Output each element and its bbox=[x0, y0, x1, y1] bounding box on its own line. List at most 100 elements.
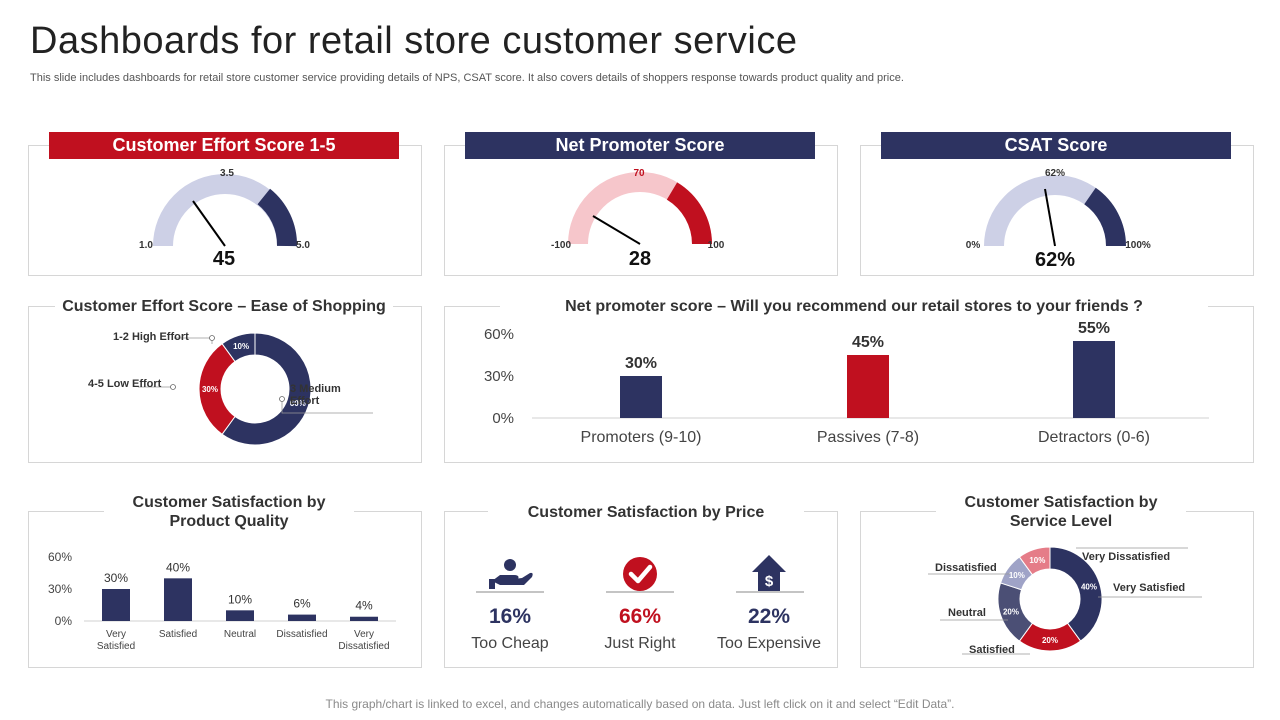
nps-gauge: 70 -100 100 28 bbox=[551, 168, 725, 270]
ease-high-effort-label: 1-2 High Effort bbox=[113, 331, 189, 343]
price-too-expensive-label: Too Expensive bbox=[716, 635, 822, 652]
quality-value-label: 40% bbox=[166, 560, 190, 574]
service-title: Customer Satisfaction by Service Level bbox=[936, 493, 1186, 531]
ces-gauge-needle bbox=[192, 200, 226, 247]
price-too-cheap-pct: 16% bbox=[488, 605, 532, 628]
price-title: Customer Satisfaction by Price bbox=[488, 503, 804, 522]
quality-bar-chart: 0%30%60%30%VerySatisfied40%Satisfied10%N… bbox=[48, 550, 396, 652]
price-too-expensive-pct: 22% bbox=[747, 605, 791, 628]
quality-bar bbox=[288, 614, 316, 621]
nps-gauge-needle bbox=[592, 215, 641, 245]
price-item-too-expensive: 22% Too Expensive bbox=[709, 605, 829, 653]
ease-of-shopping-title: Customer Effort Score – Ease of Shopping bbox=[55, 297, 393, 316]
rec-value-label: 45% bbox=[852, 334, 884, 351]
ease-slice-1-2-high-effort bbox=[221, 332, 256, 363]
csat-gauge-max-label: 100% bbox=[1125, 240, 1151, 251]
service-donut-group: 40% 20% 20% 10% 10% bbox=[997, 546, 1103, 652]
csat-gauge: 62% 0% 100% 62% bbox=[966, 168, 1151, 271]
quality-category-label: Dissatisfied bbox=[338, 641, 389, 652]
rec-bar bbox=[1073, 341, 1115, 418]
ease-high-effort-marker bbox=[209, 335, 215, 341]
ces-gauge-max-label: 5.0 bbox=[296, 240, 310, 251]
service-slice-label-satisfied: 20% bbox=[1042, 636, 1058, 645]
ease-low-effort-label: 4-5 Low Effort bbox=[88, 378, 162, 390]
service-slice-label-very-satisfied: 40% bbox=[1081, 582, 1097, 591]
rec-bar bbox=[620, 376, 662, 418]
ces-gauge-panel bbox=[28, 145, 422, 276]
service-neutral-label: Neutral bbox=[948, 607, 986, 619]
nps-gauge-min-label: -100 bbox=[551, 240, 571, 251]
service-donut-chart: 40% 20% 20% 10% 10% Very Dissatisfied Very S… bbox=[928, 546, 1202, 656]
quality-bar bbox=[102, 589, 130, 621]
service-very-satisfied-label: Very Satisfied bbox=[1113, 582, 1185, 594]
quality-value-label: 6% bbox=[293, 597, 311, 611]
quality-category-label: Neutral bbox=[224, 629, 256, 640]
price-item-just-right: 66% Just Right bbox=[580, 605, 700, 653]
csat-gauge-end-segment bbox=[1083, 187, 1127, 247]
hand-coin-icon bbox=[489, 559, 533, 589]
service-slice-label-dissatisfied: 10% bbox=[1009, 571, 1025, 580]
service-very-dissatisfied-label: Very Dissatisfied bbox=[1082, 551, 1170, 563]
rec-value-label: 55% bbox=[1078, 320, 1110, 337]
quality-category-label: Satisfied bbox=[97, 641, 135, 652]
price-too-cheap-label: Too Cheap bbox=[471, 635, 549, 652]
nps-gauge-max-label: 100 bbox=[708, 240, 725, 251]
ces-gauge: 3.5 1.0 5.0 45 bbox=[139, 168, 310, 270]
quality-value-label: 4% bbox=[355, 599, 373, 613]
quality-title: Customer Satisfaction by Product Quality bbox=[104, 493, 354, 531]
recommend-bar-chart: 0% 30% 60% 30% Promoters (9-10) 45% Passives (… bbox=[484, 320, 1209, 446]
rec-category-label: Passives (7-8) bbox=[817, 429, 919, 446]
rec-ytick: 0% bbox=[492, 410, 514, 427]
ease-slice-3-medium-effort bbox=[221, 332, 312, 446]
quality-title-line1: Customer Satisfaction by bbox=[132, 494, 326, 511]
nps-gauge-top-label: 70 bbox=[633, 168, 645, 179]
ease-medium-effort-leader bbox=[281, 399, 373, 414]
nps-gauge-header: Net Promoter Score bbox=[465, 132, 815, 159]
price-just-right-pct: 66% bbox=[618, 605, 662, 628]
rec-category-label: Detractors (0-6) bbox=[1038, 429, 1150, 446]
page-subtitle: This slide includes dashboards for retai… bbox=[30, 72, 904, 84]
quality-category-label: Very bbox=[354, 629, 374, 640]
ease-slice-label-1-2-high-effort: 10% bbox=[233, 342, 249, 351]
ease-slice-label-4-5-low-effort: 30% bbox=[202, 385, 218, 394]
service-slice-very-dissatisfied bbox=[1018, 546, 1051, 576]
quality-ytick: 0% bbox=[55, 614, 73, 628]
recommend-title: Net promoter score – Will you recommend … bbox=[500, 297, 1208, 316]
ease-medium-effort-label-line2: Effort bbox=[290, 395, 320, 407]
service-title-line2: Service Level bbox=[1009, 513, 1113, 530]
dollar-arrow-up-icon: $ bbox=[752, 555, 786, 591]
csat-gauge-needle bbox=[1044, 188, 1056, 247]
nps-gauge-value: 28 bbox=[629, 248, 651, 270]
service-slice-label-neutral: 20% bbox=[1003, 608, 1019, 617]
nps-gauge-panel bbox=[444, 145, 838, 276]
ces-gauge-value: 45 bbox=[213, 248, 235, 270]
rec-value-label: 30% bbox=[625, 355, 657, 372]
price-just-right-label: Just Right bbox=[604, 635, 676, 652]
rec-bar bbox=[847, 355, 889, 418]
rec-ytick: 30% bbox=[484, 368, 514, 385]
svg-text:$: $ bbox=[765, 573, 774, 590]
quality-value-label: 30% bbox=[104, 571, 128, 585]
price-item-too-cheap: 16% Too Cheap bbox=[450, 605, 570, 653]
ease-donut-group: 60% 30% 10% bbox=[198, 332, 312, 446]
check-circle-icon bbox=[623, 557, 657, 591]
ces-gauge-end-segment bbox=[257, 188, 297, 247]
quality-category-label: Very bbox=[106, 629, 126, 640]
ease-low-effort-marker bbox=[170, 384, 176, 390]
footer-note: This graph/chart is linked to excel, and… bbox=[325, 697, 955, 711]
quality-bar bbox=[350, 616, 378, 621]
quality-category-label: Satisfied bbox=[159, 629, 197, 640]
ease-of-shopping-chart: 60% 30% 10% 1-2 High Effort 4-5 Low Effort… bbox=[88, 331, 373, 446]
ease-medium-effort-marker bbox=[279, 396, 285, 402]
service-title-line1: Customer Satisfaction by bbox=[964, 494, 1158, 511]
quality-ytick: 30% bbox=[48, 582, 72, 596]
quality-value-label: 10% bbox=[228, 592, 252, 606]
csat-gauge-top-label: 62% bbox=[1045, 168, 1065, 179]
service-slice-very-satisfied bbox=[1049, 546, 1103, 642]
quality-category-label: Dissatisfied bbox=[276, 629, 327, 640]
service-dissatisfied-label: Dissatisfied bbox=[935, 562, 997, 574]
ces-gauge-min-label: 1.0 bbox=[139, 240, 153, 251]
service-satisfied-label: Satisfied bbox=[969, 644, 1015, 656]
quality-bar bbox=[226, 610, 254, 621]
ease-medium-effort-label-line1: 3 Medium bbox=[290, 383, 341, 395]
